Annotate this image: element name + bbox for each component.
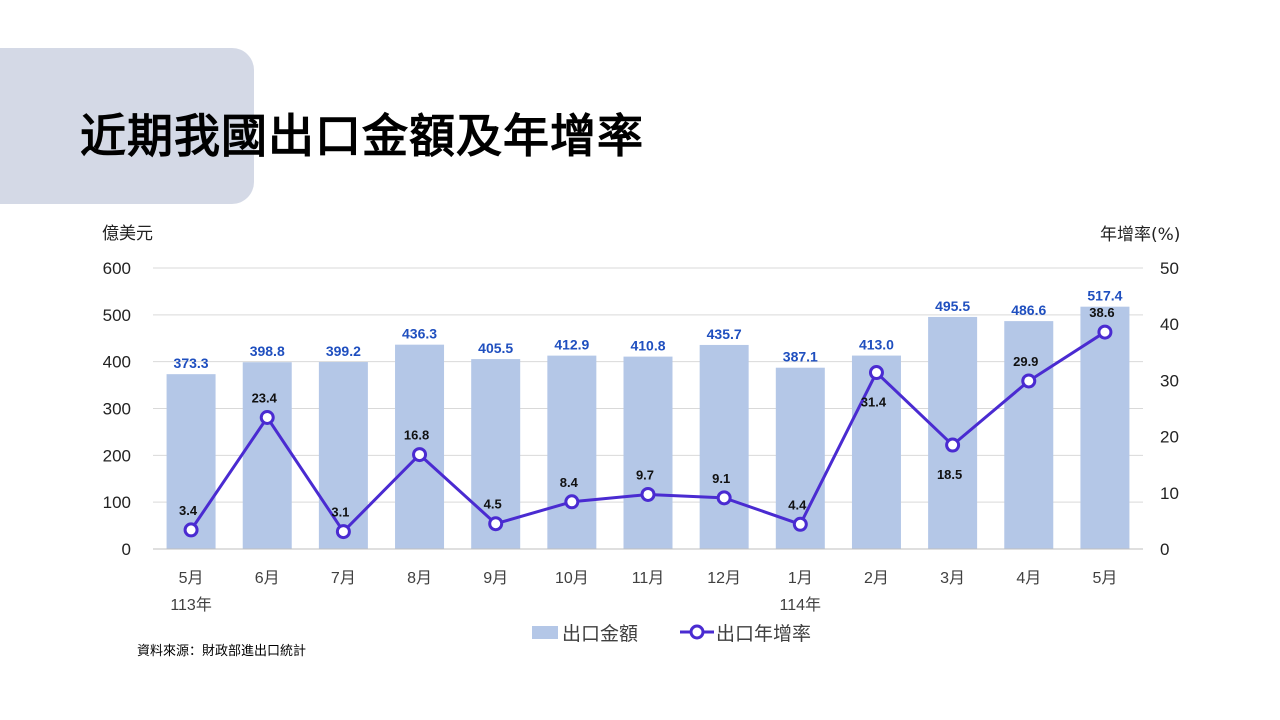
- growth-rate-marker: [640, 486, 656, 502]
- growth-rate-value-label: 29.9: [1013, 354, 1038, 369]
- growth-rate-value-label: 3.4: [179, 503, 198, 518]
- chart-legend: 出口金額 出口年增率: [532, 619, 853, 646]
- bar-export-amount: [1004, 321, 1054, 549]
- bar-export-amount: [318, 362, 368, 549]
- bar-value-label: 373.3: [174, 355, 209, 371]
- legend-line-swatch: [680, 624, 715, 640]
- x-axis-category-label: 2月: [864, 570, 889, 587]
- growth-rate-marker: [945, 437, 961, 453]
- left-axis-tick-label: 0: [122, 540, 131, 559]
- bar-value-label: 413.0: [859, 337, 894, 353]
- data-source-note: 資料來源：財政部進出口統計: [137, 644, 307, 659]
- right-axis-tick-label: 20: [1160, 428, 1179, 447]
- x-axis-year-label: 113年: [170, 596, 212, 614]
- bar-export-amount: [1080, 306, 1130, 549]
- bar-export-amount: [699, 344, 749, 549]
- growth-rate-value-label: 16.8: [404, 428, 429, 443]
- x-axis-category-label: 9月: [483, 570, 508, 587]
- legend-item-export-amount: 出口金額: [532, 619, 638, 646]
- bar-export-amount: [851, 355, 901, 549]
- x-axis-category-label: 10月: [555, 570, 589, 587]
- title-panel: [0, 48, 254, 204]
- right-axis-tick-label: 0: [1160, 540, 1169, 559]
- bar-value-label: 387.1: [783, 349, 818, 365]
- bar-value-label: 517.4: [1087, 288, 1122, 304]
- x-axis-category-label: 12月: [707, 570, 741, 587]
- x-axis-category-label: 5月: [179, 570, 204, 587]
- growth-rate-marker: [488, 516, 504, 532]
- growth-rate-value-label: 3.1: [331, 505, 349, 520]
- growth-rate-marker: [716, 490, 732, 506]
- bar-export-amount: [547, 355, 597, 549]
- growth-rate-value-label: 23.4: [252, 390, 278, 405]
- right-axis-tick-label: 50: [1160, 259, 1179, 278]
- left-axis-tick-label: 200: [103, 446, 131, 465]
- legend-label-export-amount: 出口金額: [562, 622, 639, 645]
- left-axis-unit: 億美元: [102, 224, 153, 244]
- growth-rate-marker: [1021, 373, 1037, 389]
- left-axis-tick-label: 600: [103, 259, 131, 278]
- growth-rate-marker: [1097, 324, 1113, 340]
- bar-value-label: 398.8: [250, 343, 285, 359]
- right-axis-unit: 年增率(%): [1100, 225, 1181, 245]
- left-axis-tick-label: 500: [103, 306, 131, 325]
- growth-rate-value-label: 9.7: [636, 467, 654, 482]
- growth-rate-marker: [792, 516, 808, 532]
- bar-value-label: 410.8: [630, 338, 665, 354]
- growth-rate-value-label: 4.5: [484, 497, 502, 512]
- bar-export-amount: [242, 362, 292, 549]
- bar-export-amount: [395, 344, 445, 549]
- growth-rate-value-label: 38.6: [1089, 305, 1114, 320]
- bar-export-amount: [166, 374, 216, 549]
- right-axis-tick-label: 10: [1160, 484, 1179, 503]
- growth-rate-marker: [412, 447, 428, 463]
- right-axis-tick-label: 40: [1160, 315, 1179, 334]
- growth-rate-value-label: 31.4: [861, 395, 887, 410]
- growth-rate-value-label: 8.4: [560, 475, 579, 490]
- x-axis-category-label: 8月: [407, 570, 432, 587]
- x-axis-category-label: 4月: [1016, 570, 1041, 587]
- bar-value-label: 405.5: [478, 340, 513, 356]
- legend-label-growth-rate: 出口年增率: [716, 622, 812, 645]
- bar-value-label: 486.6: [1011, 302, 1046, 318]
- growth-rate-marker: [335, 524, 351, 540]
- growth-rate-marker: [564, 494, 580, 510]
- left-axis-tick-label: 400: [103, 353, 131, 372]
- bar-value-label: 435.7: [707, 326, 742, 342]
- growth-rate-value-label: 9.1: [712, 471, 730, 486]
- x-axis-category-label: 11月: [632, 570, 665, 587]
- growth-rate-marker: [183, 522, 199, 538]
- bar-export-amount: [623, 356, 673, 549]
- growth-rate-value-label: 4.4: [788, 497, 807, 512]
- bar-value-label: 412.9: [554, 337, 589, 353]
- x-axis-category-label: 5月: [1092, 570, 1117, 587]
- page-title: 近期我國出口金額及年增率: [80, 109, 644, 163]
- bar-value-label: 399.2: [326, 343, 361, 359]
- left-axis-tick-label: 100: [103, 493, 131, 512]
- legend-bar-swatch: [532, 625, 558, 639]
- growth-rate-value-label: 18.5: [937, 467, 962, 482]
- growth-rate-marker: [259, 409, 275, 425]
- x-axis-year-label: 114年: [780, 596, 822, 614]
- bar-export-amount: [928, 316, 978, 549]
- x-axis-category-label: 3月: [940, 570, 965, 587]
- left-axis-tick-label: 300: [103, 400, 131, 419]
- x-axis-category-label: 7月: [331, 570, 356, 587]
- bar-value-label: 495.5: [935, 298, 970, 314]
- x-axis-category-label: 6月: [255, 570, 280, 587]
- x-axis-category-label: 1月: [788, 570, 813, 587]
- legend-item-growth-rate: 出口年增率: [680, 619, 811, 646]
- right-axis-tick-label: 30: [1160, 371, 1179, 390]
- growth-rate-marker: [868, 365, 884, 381]
- bar-value-label: 436.3: [402, 326, 437, 342]
